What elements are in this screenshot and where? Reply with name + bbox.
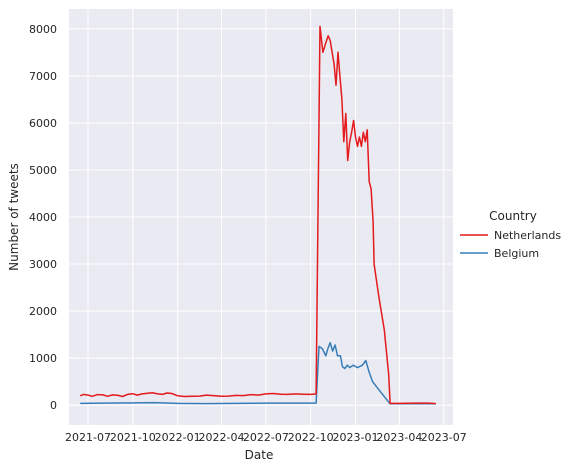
legend-label-belgium: Belgium xyxy=(494,247,539,260)
x-tick-label: 2022-07 xyxy=(243,431,289,444)
x-tick-labels: 2021-072021-102022-012022-042022-072022-… xyxy=(65,431,467,444)
legend-label-netherlands: Netherlands xyxy=(494,229,561,242)
x-tick-label: 2022-01 xyxy=(155,431,201,444)
x-tick-label: 2023-07 xyxy=(421,431,467,444)
y-tick-label: 6000 xyxy=(29,117,57,130)
legend-title: Country xyxy=(489,209,537,223)
y-tick-label: 8000 xyxy=(29,23,57,36)
y-tick-label: 1000 xyxy=(29,352,57,365)
x-axis-label: Date xyxy=(245,448,274,462)
y-tick-label: 5000 xyxy=(29,164,57,177)
y-tick-label: 0 xyxy=(50,399,57,412)
x-tick-label: 2021-10 xyxy=(110,431,156,444)
y-axis-label: Number of tweets xyxy=(7,163,21,271)
gridlines xyxy=(69,9,453,425)
legend: Country Netherlands Belgium xyxy=(460,209,561,260)
x-tick-label: 2022-10 xyxy=(288,431,334,444)
y-tick-label: 2000 xyxy=(29,305,57,318)
x-tick-label: 2023-04 xyxy=(376,431,422,444)
y-tick-label: 3000 xyxy=(29,258,57,271)
y-tick-label: 4000 xyxy=(29,211,57,224)
x-tick-label: 2021-07 xyxy=(65,431,111,444)
series-lines xyxy=(79,25,436,405)
series-line-netherlands xyxy=(79,25,436,405)
x-tick-label: 2022-04 xyxy=(199,431,245,444)
x-tick-label: 2023-01 xyxy=(333,431,379,444)
y-tick-label: 7000 xyxy=(29,70,57,83)
y-tick-labels: 0 1000 2000 3000 4000 5000 6000 7000 8000 xyxy=(29,23,57,412)
series-line-belgium xyxy=(80,341,436,405)
